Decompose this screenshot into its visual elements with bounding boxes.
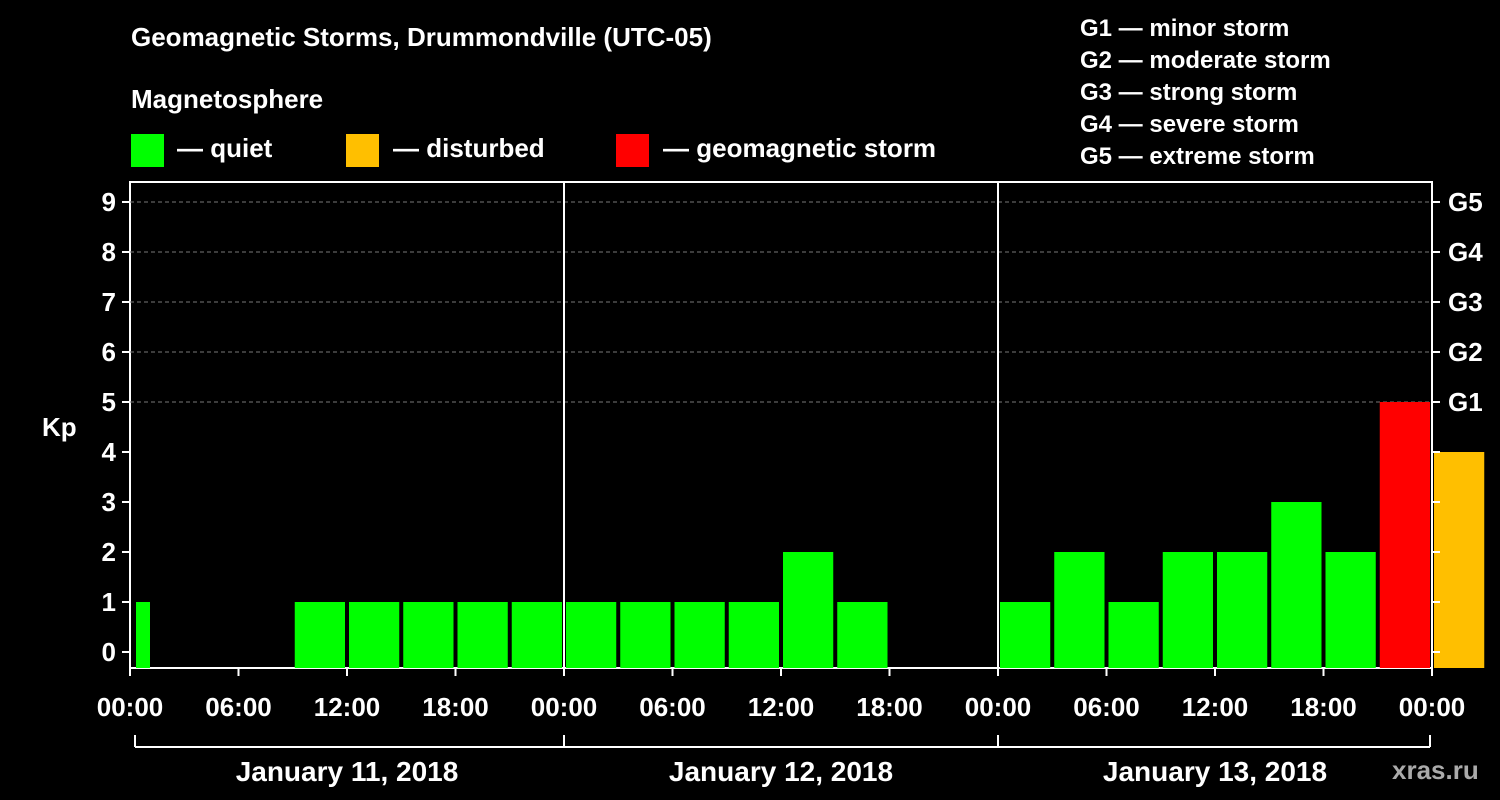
chart-title: Geomagnetic Storms, Drummondville (UTC-0… xyxy=(131,22,712,52)
bar-18 xyxy=(1108,602,1159,668)
y-tick-label-1: 1 xyxy=(102,587,116,617)
x-tick-label-6: 12:00 xyxy=(748,692,815,722)
x-tick-label-5: 06:00 xyxy=(639,692,706,722)
x-tick-label-1: 06:00 xyxy=(205,692,272,722)
x-tick-label-12: 00:00 xyxy=(1399,692,1466,722)
day-label-1: January 12, 2018 xyxy=(669,756,893,787)
legend-swatch-quiet xyxy=(131,134,164,167)
y-tick-label-6: 6 xyxy=(102,337,116,367)
bar-5 xyxy=(403,602,454,668)
x-tick-label-3: 18:00 xyxy=(422,692,489,722)
bar-16 xyxy=(1000,602,1051,668)
storm-scale-g4: G4 — severe storm xyxy=(1080,111,1299,138)
bar-9 xyxy=(620,602,671,668)
y-tick-label-4: 4 xyxy=(102,437,117,467)
watermark: xras.ru xyxy=(1392,755,1479,785)
storm-scale-g5: G5 — extreme storm xyxy=(1080,143,1315,170)
bar-7 xyxy=(511,602,562,668)
bar-10 xyxy=(674,602,725,668)
bar-21 xyxy=(1271,502,1322,668)
storm-scale-g2: G2 — moderate storm xyxy=(1080,47,1331,74)
y-tick-label-2: 2 xyxy=(102,537,116,567)
legend-label-disturbed: — disturbed xyxy=(393,133,545,163)
storm-scale-g3: G3 — strong storm xyxy=(1080,79,1298,106)
day-label-2: January 13, 2018 xyxy=(1103,756,1327,787)
bar-8 xyxy=(566,602,617,668)
right-tick-label-g3: G3 xyxy=(1448,287,1483,317)
x-tick-label-7: 18:00 xyxy=(856,692,923,722)
storm-scale-g1: G1 — minor storm xyxy=(1080,15,1290,42)
bar-4 xyxy=(349,602,400,668)
legend-label-storm: — geomagnetic storm xyxy=(663,133,937,163)
legend-title: Magnetosphere xyxy=(131,84,324,114)
x-tick-label-11: 18:00 xyxy=(1290,692,1357,722)
bar-6 xyxy=(457,602,508,668)
y-tick-label-5: 5 xyxy=(102,387,116,417)
x-tick-label-8: 00:00 xyxy=(965,692,1032,722)
bar-3 xyxy=(294,602,345,668)
bar-12 xyxy=(783,552,834,668)
right-tick-label-g4: G4 xyxy=(1448,237,1483,267)
bar-17 xyxy=(1054,552,1105,668)
x-tick-label-2: 12:00 xyxy=(314,692,381,722)
legend-swatch-disturbed xyxy=(346,134,379,167)
y-tick-label-8: 8 xyxy=(102,237,116,267)
bar-13 xyxy=(837,602,888,668)
x-tick-label-10: 12:00 xyxy=(1182,692,1249,722)
bar-0 xyxy=(136,602,150,668)
day-label-0: January 11, 2018 xyxy=(236,756,459,787)
y-tick-label-9: 9 xyxy=(102,187,116,217)
right-tick-label-g2: G2 xyxy=(1448,337,1483,367)
y-tick-label-7: 7 xyxy=(102,287,116,317)
right-tick-label-g5: G5 xyxy=(1448,187,1483,217)
y-axis-label: Kp xyxy=(42,412,77,442)
bar-24 xyxy=(1434,452,1485,668)
right-tick-label-g1: G1 xyxy=(1448,387,1483,417)
legend-swatch-storm xyxy=(616,134,649,167)
y-tick-label-0: 0 xyxy=(102,637,116,667)
bar-20 xyxy=(1217,552,1268,668)
legend-label-quiet: — quiet xyxy=(177,133,273,163)
bar-19 xyxy=(1162,552,1213,668)
x-tick-label-0: 00:00 xyxy=(97,692,164,722)
bar-22 xyxy=(1325,552,1376,668)
y-tick-label-3: 3 xyxy=(102,487,116,517)
bar-11 xyxy=(728,602,779,668)
x-tick-label-4: 00:00 xyxy=(531,692,598,722)
x-tick-label-9: 06:00 xyxy=(1073,692,1140,722)
bar-23 xyxy=(1379,402,1430,668)
